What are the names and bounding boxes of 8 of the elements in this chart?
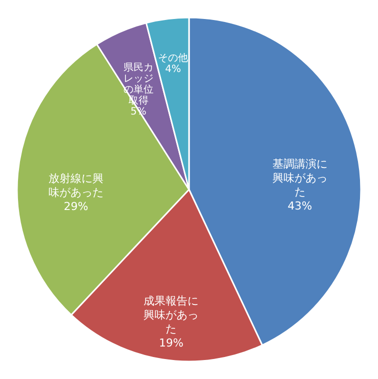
data-label: 29%: [64, 200, 88, 213]
slice-label: その他: [158, 52, 188, 64]
slice-label: 基調講演に興味があった: [272, 158, 328, 199]
data-label: 43%: [288, 200, 312, 213]
slice-label: 放射線に興味があった: [48, 172, 104, 199]
data-label: 4%: [165, 64, 181, 76]
data-label: 19%: [159, 336, 184, 350]
slice-label: 成果報告に興味があった: [144, 294, 199, 336]
